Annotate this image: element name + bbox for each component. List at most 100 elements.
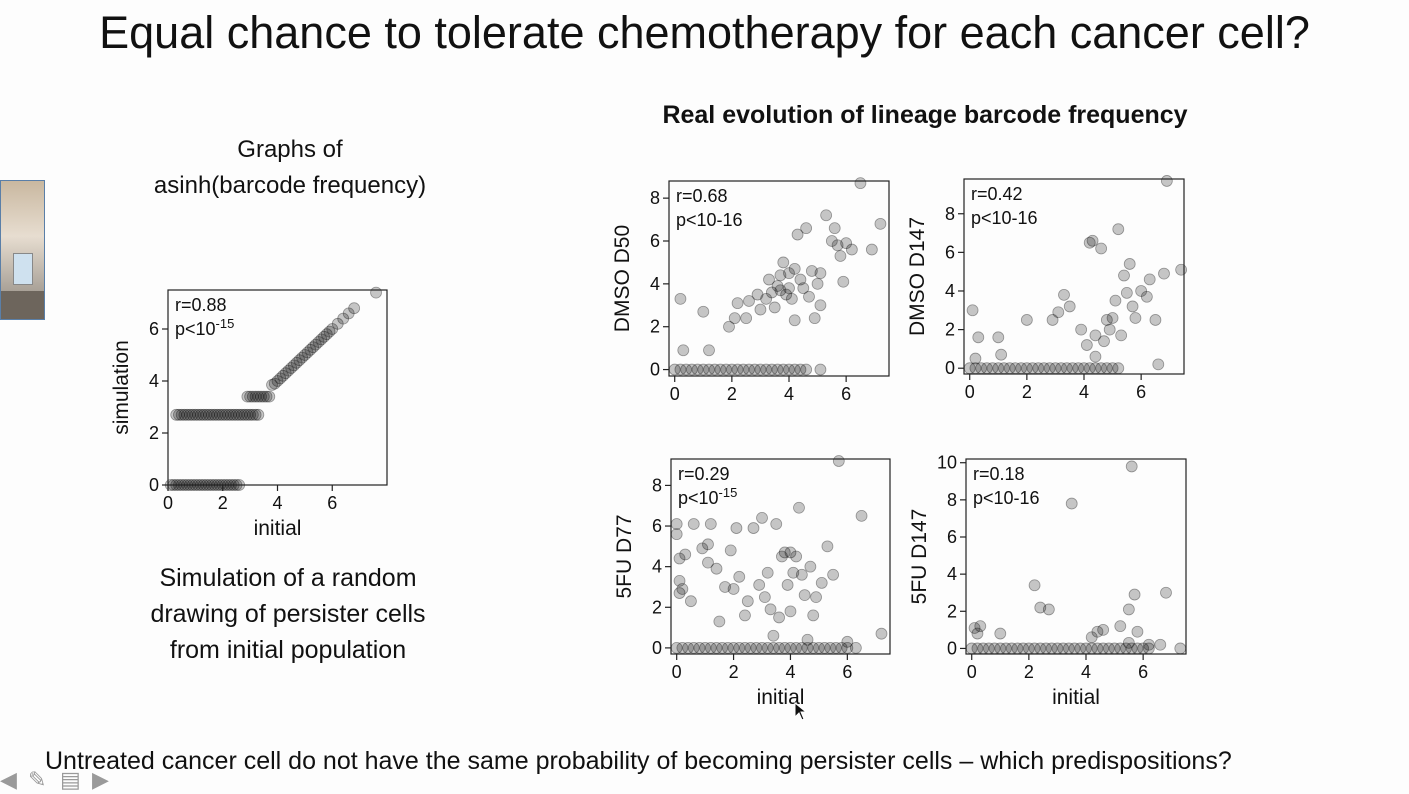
data-point xyxy=(810,591,822,604)
data-point xyxy=(1174,642,1187,655)
data-point xyxy=(785,292,798,305)
data-point xyxy=(756,512,768,524)
webcam-thumbnail[interactable] xyxy=(0,180,45,320)
data-point xyxy=(1098,335,1110,348)
data-point xyxy=(731,297,744,310)
y-tick-label: 8 xyxy=(650,188,660,208)
data-point xyxy=(737,363,750,376)
data-point xyxy=(761,566,774,579)
right-heading: Real evolution of lineage barcode freque… xyxy=(662,101,1188,129)
data-point xyxy=(244,408,257,421)
y-axis-label: DMSO D147 xyxy=(906,217,929,336)
data-point xyxy=(781,579,794,591)
data-point xyxy=(803,290,815,303)
x-tick-label: 6 xyxy=(327,493,337,513)
data-point xyxy=(760,363,773,376)
data-point xyxy=(814,267,827,280)
data-point xyxy=(972,331,985,344)
data-point xyxy=(677,344,690,357)
data-point xyxy=(1125,460,1138,473)
data-point xyxy=(702,538,714,551)
data-point xyxy=(674,363,687,376)
data-point xyxy=(702,556,714,569)
data-point xyxy=(673,587,686,599)
pencil-icon[interactable]: ✎ xyxy=(28,767,47,792)
x-tick-label: 6 xyxy=(1136,382,1146,402)
data-point xyxy=(288,359,300,372)
data-point xyxy=(696,542,709,555)
data-point xyxy=(784,546,797,559)
data-point xyxy=(236,408,248,421)
data-point xyxy=(1058,288,1070,301)
data-point xyxy=(227,408,240,421)
data-point xyxy=(249,390,262,403)
y-tick-label: 6 xyxy=(947,527,957,547)
data-point xyxy=(841,635,854,648)
arrow-left-icon[interactable]: ◀ xyxy=(0,767,17,792)
y-tick-label: 0 xyxy=(652,638,662,658)
data-point xyxy=(798,589,811,601)
data-point xyxy=(1080,339,1093,351)
data-point xyxy=(783,282,795,295)
y-tick-label: 4 xyxy=(650,274,660,294)
data-point xyxy=(1095,242,1108,255)
slide-navigation: ◀ ✎ ▤ ▶ xyxy=(0,766,130,794)
data-point xyxy=(814,299,827,312)
plot-frame xyxy=(670,458,891,655)
data-point xyxy=(747,522,760,534)
data-point xyxy=(787,566,800,579)
data-point xyxy=(1152,358,1165,371)
y-tick-label: 4 xyxy=(947,564,957,584)
data-point xyxy=(776,550,788,563)
data-point xyxy=(1109,294,1122,307)
data-point xyxy=(296,351,309,364)
data-point xyxy=(342,307,355,320)
plot-frame xyxy=(963,178,1185,375)
data-point xyxy=(200,408,213,421)
data-point xyxy=(751,288,764,301)
y-tick-label: 8 xyxy=(652,475,662,495)
left-caption-bottom: Simulation of a random drawing of persis… xyxy=(110,560,466,668)
data-point xyxy=(797,282,810,295)
x-tick-label: 0 xyxy=(670,384,680,404)
data-point xyxy=(754,363,767,376)
data-point xyxy=(794,273,807,286)
data-point xyxy=(290,356,303,369)
data-point xyxy=(282,364,295,377)
data-point xyxy=(1128,588,1141,601)
data-point xyxy=(1120,287,1133,299)
data-point xyxy=(186,408,199,421)
data-point xyxy=(1123,258,1136,270)
data-point xyxy=(992,331,1005,344)
data-point xyxy=(1091,625,1104,638)
data-point xyxy=(697,363,710,376)
data-point xyxy=(1083,236,1096,249)
correlation-label: r=0.42 xyxy=(971,184,1023,204)
data-point xyxy=(768,301,781,314)
data-point xyxy=(222,408,235,421)
data-point xyxy=(315,333,328,346)
data-point xyxy=(875,627,888,640)
data-point xyxy=(753,579,766,591)
data-point xyxy=(304,343,317,356)
data-point xyxy=(783,363,795,376)
x-tick-label: 0 xyxy=(967,662,977,682)
data-point xyxy=(318,330,330,343)
data-point xyxy=(811,277,824,290)
data-point xyxy=(793,501,805,514)
arrow-right-icon[interactable]: ▶ xyxy=(92,767,109,792)
x-axis-label: initial xyxy=(1052,686,1100,709)
data-point xyxy=(674,292,687,305)
data-point xyxy=(1114,620,1127,633)
slide-menu-icon[interactable]: ▤ xyxy=(60,767,81,792)
data-point xyxy=(774,269,787,282)
data-point xyxy=(1129,312,1142,324)
correlation-label: r=0.18 xyxy=(973,464,1025,484)
data-point xyxy=(1122,603,1135,616)
y-tick-label: 6 xyxy=(650,231,660,251)
data-point xyxy=(815,577,828,589)
x-tick-label: 6 xyxy=(1138,662,1148,682)
data-point xyxy=(246,390,259,403)
plot-frame xyxy=(965,458,1187,655)
